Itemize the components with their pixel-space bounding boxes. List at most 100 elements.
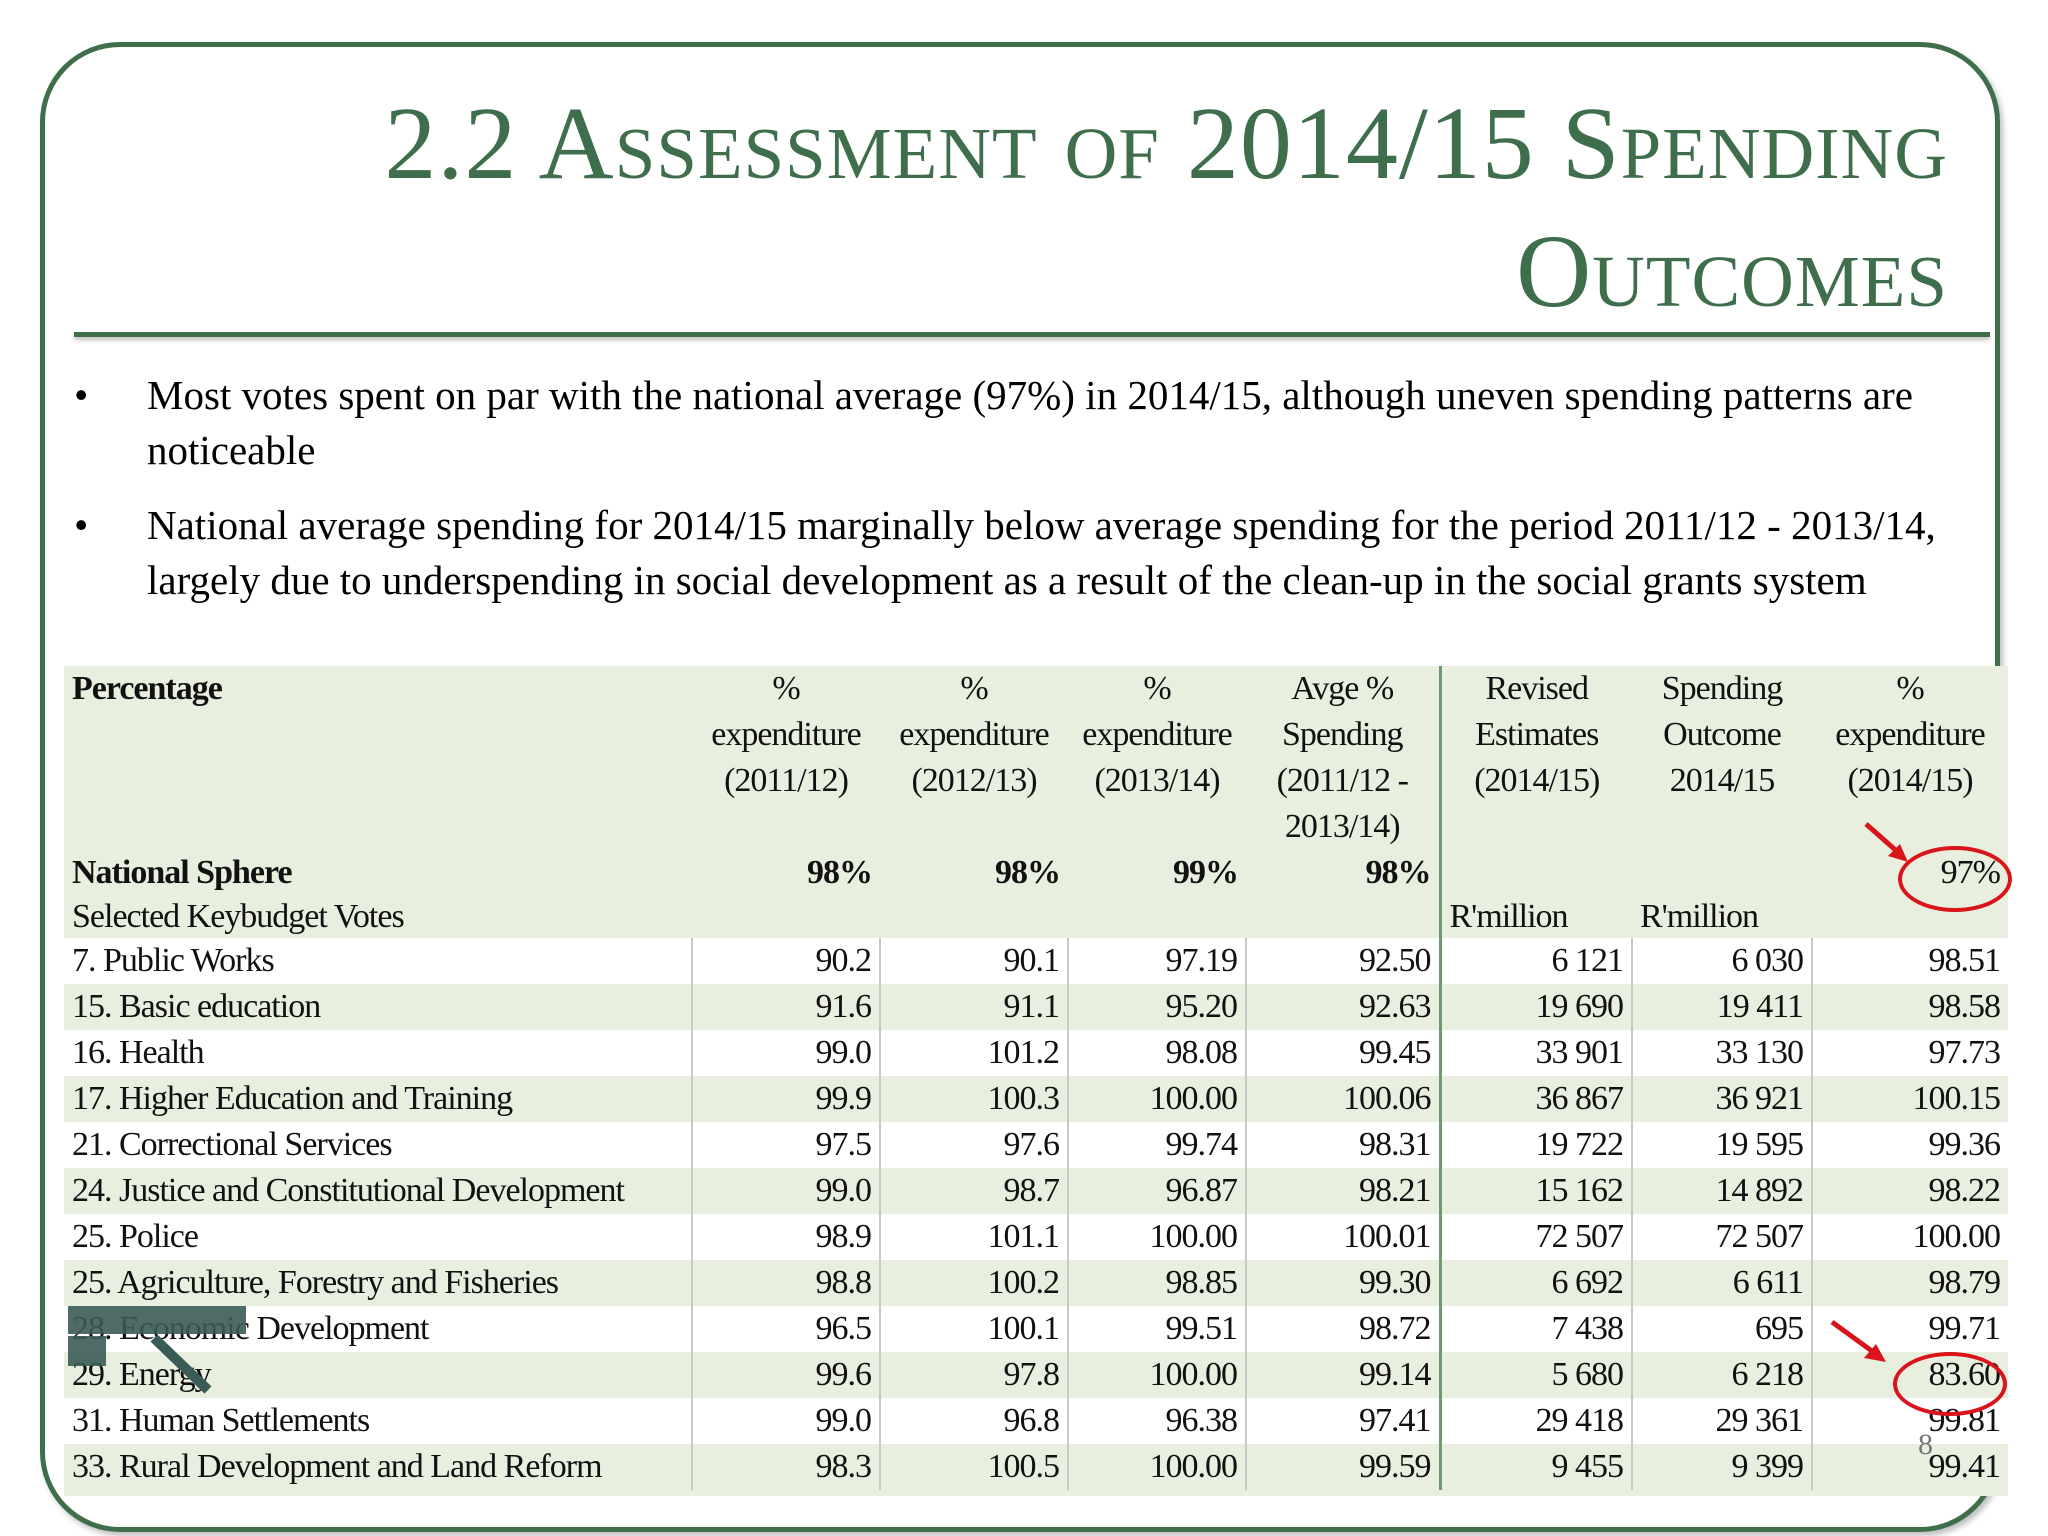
arrow-icon: [1830, 1319, 1886, 1362]
row-label: 21. Correctional Services: [64, 1122, 693, 1168]
table-row: 28. Economic Development 96.5 100.1 99.51 98…: [64, 1306, 2008, 1352]
row-label: 29. Energy: [64, 1352, 693, 1398]
row-label: 7. Public Works: [64, 938, 693, 984]
spending-table: Percentage % expenditure (2011/12) % exp…: [64, 666, 2008, 1490]
table-cell: 98.22: [1812, 1168, 2008, 1214]
table-cell: 98.31: [1246, 1122, 1441, 1168]
table-cell: 100.00: [1812, 1214, 2008, 1260]
table-cell: 9 455: [1438, 1444, 1633, 1490]
table-cell: [1632, 850, 1812, 896]
row-label: 17. Higher Education and Training: [64, 1076, 693, 1122]
table-cell: [1438, 850, 1632, 896]
empty-cell: [1068, 896, 1246, 938]
table-row: 15. Basic education 91.6 91.1 95.20 92.63 19 …: [64, 984, 2008, 1030]
table-row: 16. Health 99.0 101.2 98.08 99.45 33 901 33 13…: [64, 1030, 2008, 1076]
table-cell: 99.9: [692, 1076, 881, 1122]
table-row: 25. Agriculture, Forestry and Fisheries 9…: [64, 1260, 2008, 1306]
header-spending-outcome: Spending Outcome 2014/15: [1661, 670, 1783, 799]
table-cell: 19 411: [1632, 984, 1813, 1030]
row-label: 25. Police: [64, 1214, 693, 1260]
title-line-1: 2.2 Assessment of 2014/15 Spending: [384, 86, 1948, 201]
selected-votes-row: Selected Keybudget Votes R'million R'mil…: [64, 896, 2008, 938]
table-cell: 101.2: [880, 1030, 1069, 1076]
table-row: 25. Police 98.9 101.1 100.00 100.01 72 507 72 …: [64, 1214, 2008, 1260]
table-cell: 98.85: [1068, 1260, 1247, 1306]
table-cell: 99.0: [692, 1030, 881, 1076]
table-cell: 36 867: [1438, 1076, 1633, 1122]
page-number: 8: [1918, 1428, 1933, 1461]
table-cell: 98%: [807, 854, 873, 891]
table-cell: 96.5: [692, 1306, 881, 1352]
table-cell: 91.1: [880, 984, 1069, 1030]
table-row: 21. Correctional Services 97.5 97.6 99.74 98…: [64, 1122, 2008, 1168]
national-sphere-label: National Sphere: [72, 854, 293, 891]
title-divider: [74, 332, 1990, 337]
spending-table-container: Percentage % expenditure (2011/12) % exp…: [64, 666, 2008, 1496]
table-cell: 99.59: [1246, 1444, 1441, 1490]
table-cell: 99.51: [1068, 1306, 1247, 1352]
table-cell: 6 218: [1632, 1352, 1813, 1398]
table-cell: 14 892: [1632, 1168, 1813, 1214]
header-exp-2012-13: % expenditure (2012/13): [899, 670, 1050, 799]
table-cell: 98.8: [692, 1260, 881, 1306]
table-cell: 100.01: [1246, 1214, 1441, 1260]
table-cell: 6 030: [1632, 938, 1813, 984]
table-row: 33. Rural Development and Land Reform 98.…: [64, 1444, 2008, 1490]
table-cell: 99.6: [692, 1352, 881, 1398]
table-cell: 92.63: [1246, 984, 1441, 1030]
table-cell: 97.41: [1246, 1398, 1441, 1444]
row-label: 15. Basic education: [64, 984, 693, 1030]
header-exp-2014-15: % expenditure (2014/15): [1835, 670, 1986, 799]
table-cell: 100.2: [880, 1260, 1069, 1306]
selected-votes-label: Selected Keybudget Votes: [72, 898, 405, 935]
table-cell: 98.21: [1246, 1168, 1441, 1214]
row-label: 25. Agriculture, Forestry and Fisheries: [64, 1260, 693, 1306]
table-cell: 7 438: [1438, 1306, 1633, 1352]
table-cell: 19 690: [1438, 984, 1633, 1030]
bullet-marker: •: [74, 502, 89, 548]
logo-block: [68, 1306, 246, 1334]
table-cell: 98.58: [1812, 984, 2008, 1030]
table-cell: 98.72: [1246, 1306, 1441, 1352]
table-cell: 96.38: [1068, 1398, 1247, 1444]
header-exp-2011-12: % expenditure (2011/12): [711, 670, 862, 799]
national-sphere-row: National Sphere 98% 98% 99% 98% 97%: [64, 850, 2008, 896]
empty-cell: [692, 896, 880, 938]
slide-title: 2.2 Assessment of 2014/15 Spending Outco…: [248, 80, 1948, 336]
row-label: 33. Rural Development and Land Reform: [64, 1444, 693, 1490]
table-cell: 99%: [1173, 854, 1239, 891]
bullet-text: National average spending for 2014/15 ma…: [147, 502, 1936, 603]
table-cell: 100.3: [880, 1076, 1069, 1122]
table-cell: 100.06: [1246, 1076, 1441, 1122]
row-label: 24. Justice and Constitutional Developme…: [64, 1168, 693, 1214]
table-cell: 97.73: [1812, 1030, 2008, 1076]
table-cell: 15 162: [1438, 1168, 1633, 1214]
bullet-marker: •: [74, 372, 89, 418]
table-cell: 90.2: [692, 938, 881, 984]
bullet-item: • Most votes spent on par with the natio…: [70, 368, 2000, 478]
table-cell: 97.6: [880, 1122, 1069, 1168]
table-cell: 100.15: [1812, 1076, 2008, 1122]
table-cell: 98.9: [692, 1214, 881, 1260]
table-cell: 100.1: [880, 1306, 1069, 1352]
logo-slash-icon: [150, 1334, 212, 1394]
table-cell: 98.7: [880, 1168, 1069, 1214]
table-cell: 98.08: [1068, 1030, 1247, 1076]
header-exp-2013-14: % expenditure (2013/14): [1082, 670, 1233, 799]
table-row: 29. Energy 99.6 97.8 100.00 99.14 5 680 6 218 8…: [64, 1352, 2008, 1398]
table-cell: 100.00: [1068, 1352, 1247, 1398]
table-cell: 100.5: [880, 1444, 1069, 1490]
table-cell: 90.1: [880, 938, 1069, 984]
header-avg-spending: Avge % Spending (2011/12 - 2013/14): [1276, 670, 1409, 845]
table-cell: 9 399: [1632, 1444, 1813, 1490]
table-cell: 97.5: [692, 1122, 881, 1168]
table-cell: 100.00: [1068, 1214, 1247, 1260]
table-cell: 5 680: [1438, 1352, 1633, 1398]
bullet-list: • Most votes spent on par with the natio…: [70, 368, 2000, 628]
table-cell: 99.36: [1812, 1122, 2008, 1168]
bullet-item: • National average spending for 2014/15 …: [70, 498, 2000, 608]
unit-outcome: R'million: [1640, 898, 1759, 935]
table-cell: 99.74: [1068, 1122, 1247, 1168]
table-cell: 99.0: [692, 1398, 881, 1444]
header-percentage: Percentage: [72, 670, 223, 707]
